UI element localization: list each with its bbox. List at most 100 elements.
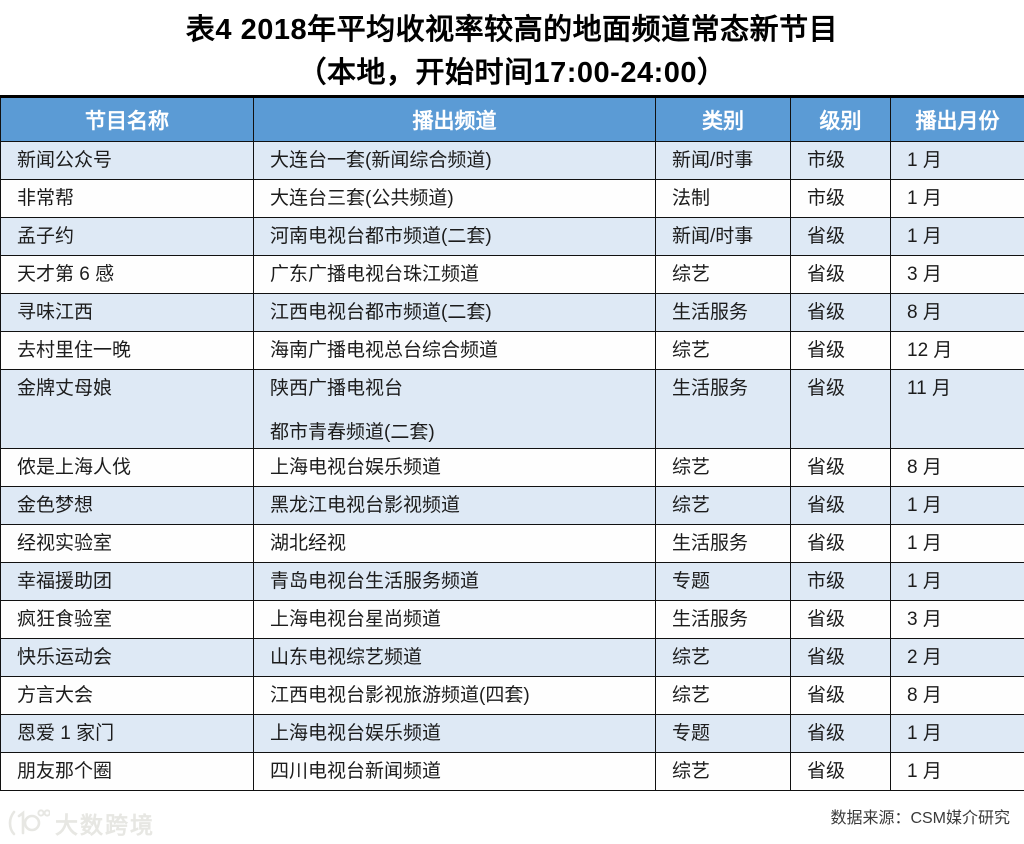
cell-level: 省级 <box>790 486 891 525</box>
cell-month: 8 月 <box>890 448 1024 487</box>
cell-name: 侬是上海人伐 <box>0 448 254 487</box>
table-header-row: 节目名称 播出频道 类别 级别 播出月份 <box>0 96 1024 142</box>
cell-level: 市级 <box>790 562 891 601</box>
cell-level: 省级 <box>790 714 891 753</box>
cell-channel: 上海电视台娱乐频道 <box>253 448 656 487</box>
cell-category: 专题 <box>655 562 791 601</box>
cell-level: 市级 <box>790 179 891 218</box>
cell-channel: 四川电视台新闻频道 <box>253 752 656 791</box>
cell-channel: 黑龙江电视台影视频道 <box>253 486 656 525</box>
cell-category: 生活服务 <box>655 600 791 639</box>
cell-level: 省级 <box>790 524 891 563</box>
cell-name: 金牌丈母娘 <box>0 369 254 449</box>
cell-category: 综艺 <box>655 638 791 677</box>
cell-name: 寻味江西 <box>0 293 254 332</box>
table-row: 新闻公众号 大连台一套(新闻综合频道) 新闻/时事 市级 1 月 <box>0 141 1024 180</box>
cell-level: 市级 <box>790 141 891 180</box>
table-row: 孟子约 河南电视台都市频道(二套) 新闻/时事 省级 1 月 <box>0 217 1024 256</box>
cell-level: 省级 <box>790 676 891 715</box>
cell-name: 朋友那个圈 <box>0 752 254 791</box>
programs-table: 节目名称 播出频道 类别 级别 播出月份 新闻公众号 大连台一套(新闻综合频道) 新… <box>0 95 1024 791</box>
cell-channel: 青岛电视台生活服务频道 <box>253 562 656 601</box>
table-row: 寻味江西 江西电视台都市频道(二套) 生活服务 省级 8 月 <box>0 293 1024 332</box>
table-row: 非常帮 大连台三套(公共频道) 法制 市级 1 月 <box>0 179 1024 218</box>
cell-category: 综艺 <box>655 676 791 715</box>
cell-name: 快乐运动会 <box>0 638 254 677</box>
header-category: 类别 <box>655 96 791 142</box>
cell-level: 省级 <box>790 752 891 791</box>
cell-month: 1 月 <box>890 179 1024 218</box>
cell-month: 1 月 <box>890 752 1024 791</box>
cell-month: 1 月 <box>890 486 1024 525</box>
cell-name: 天才第 6 感 <box>0 255 254 294</box>
cell-channel: 江西电视台都市频道(二套) <box>253 293 656 332</box>
cell-month: 12 月 <box>890 331 1024 370</box>
cell-category: 生活服务 <box>655 369 791 449</box>
cell-category: 综艺 <box>655 752 791 791</box>
table-row: 去村里住一晚 海南广播电视总台综合频道 综艺 省级 12 月 <box>0 331 1024 370</box>
cell-month: 3 月 <box>890 255 1024 294</box>
cell-name: 去村里住一晚 <box>0 331 254 370</box>
table-row: 经视实验室 湖北经视 生活服务 省级 1 月 <box>0 524 1024 563</box>
table-row: 快乐运动会 山东电视综艺频道 综艺 省级 2 月 <box>0 638 1024 677</box>
table-row: 朋友那个圈 四川电视台新闻频道 综艺 省级 1 月 <box>0 752 1024 791</box>
cell-month: 2 月 <box>890 638 1024 677</box>
cell-name: 经视实验室 <box>0 524 254 563</box>
cell-channel: 山东电视综艺频道 <box>253 638 656 677</box>
cell-name: 新闻公众号 <box>0 141 254 180</box>
cell-level: 省级 <box>790 448 891 487</box>
cell-month: 1 月 <box>890 524 1024 563</box>
header-level: 级别 <box>790 96 891 142</box>
cell-category: 新闻/时事 <box>655 141 791 180</box>
table-title: 表4 2018年平均收视率较高的地面频道常态新节目 （本地，开始时间17:00-… <box>0 0 1024 95</box>
watermark: 大数跨境 <box>8 806 155 840</box>
cell-name: 方言大会 <box>0 676 254 715</box>
cell-month: 3 月 <box>890 600 1024 639</box>
cell-level: 省级 <box>790 369 891 449</box>
cell-name: 金色梦想 <box>0 486 254 525</box>
cell-category: 生活服务 <box>655 293 791 332</box>
cell-month: 8 月 <box>890 676 1024 715</box>
cell-channel: 江西电视台影视旅游频道(四套) <box>253 676 656 715</box>
title-line-1: 表4 2018年平均收视率较高的地面频道常态新节目 <box>185 14 839 46</box>
cell-category: 综艺 <box>655 255 791 294</box>
data-source-text: 数据来源：CSM媒介研究 <box>830 810 1010 827</box>
cell-month: 8 月 <box>890 293 1024 332</box>
cell-channel: 海南广播电视总台综合频道 <box>253 331 656 370</box>
cell-channel: 上海电视台星尚频道 <box>253 600 656 639</box>
cell-month: 1 月 <box>890 217 1024 256</box>
header-program-name: 节目名称 <box>0 96 254 142</box>
table-row: 疯狂食验室 上海电视台星尚频道 生活服务 省级 3 月 <box>0 600 1024 639</box>
cell-channel: 陕西广播电视台 都市青春频道(二套) <box>253 369 656 449</box>
footer: 大数跨境 数据来源：CSM媒介研究 <box>0 791 1024 844</box>
cell-level: 省级 <box>790 331 891 370</box>
table-row: 恩爱 1 家门 上海电视台娱乐频道 专题 省级 1 月 <box>0 714 1024 753</box>
cell-level: 省级 <box>790 217 891 256</box>
table-row: 幸福援助团 青岛电视台生活服务频道 专题 市级 1 月 <box>0 562 1024 601</box>
cell-category: 法制 <box>655 179 791 218</box>
table-row: 金牌丈母娘 陕西广播电视台 都市青春频道(二套) 生活服务 省级 11 月 <box>0 369 1024 449</box>
cell-month: 1 月 <box>890 141 1024 180</box>
cell-level: 省级 <box>790 600 891 639</box>
cell-month: 11 月 <box>890 369 1024 449</box>
cell-month: 1 月 <box>890 562 1024 601</box>
cell-channel: 河南电视台都市频道(二套) <box>253 217 656 256</box>
cell-category: 生活服务 <box>655 524 791 563</box>
cell-category: 综艺 <box>655 331 791 370</box>
cell-category: 专题 <box>655 714 791 753</box>
table-row: 侬是上海人伐 上海电视台娱乐频道 综艺 省级 8 月 <box>0 448 1024 487</box>
table-body: 新闻公众号 大连台一套(新闻综合频道) 新闻/时事 市级 1 月非常帮 大连台三套(公共频… <box>0 141 1024 791</box>
cell-name: 疯狂食验室 <box>0 600 254 639</box>
header-broadcast-month: 播出月份 <box>890 96 1024 142</box>
watermark-text: 大数跨境 <box>55 812 155 838</box>
cell-category: 综艺 <box>655 486 791 525</box>
cell-name: 恩爱 1 家门 <box>0 714 254 753</box>
table-row: 天才第 6 感广东广播电视台珠江频道 综艺 省级 3 月 <box>0 255 1024 294</box>
cell-channel: 大连台三套(公共频道) <box>253 179 656 218</box>
cell-channel: 湖北经视 <box>253 524 656 563</box>
cell-level: 省级 <box>790 638 891 677</box>
cell-channel: 上海电视台娱乐频道 <box>253 714 656 753</box>
cell-channel: 大连台一套(新闻综合频道) <box>253 141 656 180</box>
cell-name: 非常帮 <box>0 179 254 218</box>
header-channel: 播出频道 <box>253 96 656 142</box>
